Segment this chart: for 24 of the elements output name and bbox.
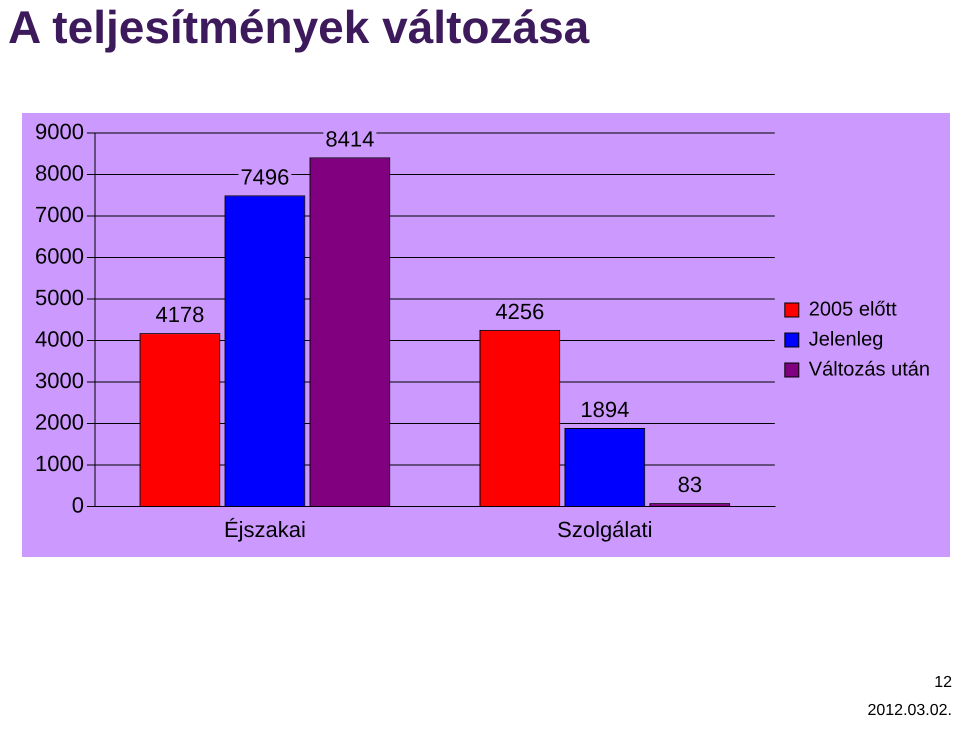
data-label: 1894 [580, 397, 630, 422]
text: 12 [934, 674, 952, 692]
x-tick-label: Éjszakai [224, 516, 306, 542]
legend-label: Jelenleg [808, 328, 884, 351]
y-tick-label: 5000 [34, 285, 84, 310]
y-tick-label: 4000 [34, 326, 84, 352]
data-label: 8414 [325, 126, 374, 152]
y-tick-label: 3000 [34, 368, 84, 394]
text: 2012.03.02. [867, 702, 952, 720]
legend-label: Változás után [808, 358, 930, 381]
data-label: 4256 [495, 298, 544, 324]
y-tick-label: 8000 [34, 160, 84, 186]
y-tick-label: 1000 [34, 451, 84, 476]
chart-title: A teljesítmények változása [8, 0, 590, 54]
y-tick-label: 6000 [34, 244, 84, 269]
data-label: 4178 [155, 302, 204, 328]
y-tick-label: 2000 [34, 410, 84, 435]
y-tick-label: 0 [72, 492, 84, 518]
y-tick-label: 7000 [34, 202, 84, 228]
y-tick-label: 9000 [34, 119, 84, 144]
data-label: 83 [678, 472, 702, 498]
legend-label: 2005 előtt [808, 298, 898, 321]
data-label: 7496 [240, 164, 290, 190]
x-tick-label: Szolgálati [557, 516, 653, 542]
